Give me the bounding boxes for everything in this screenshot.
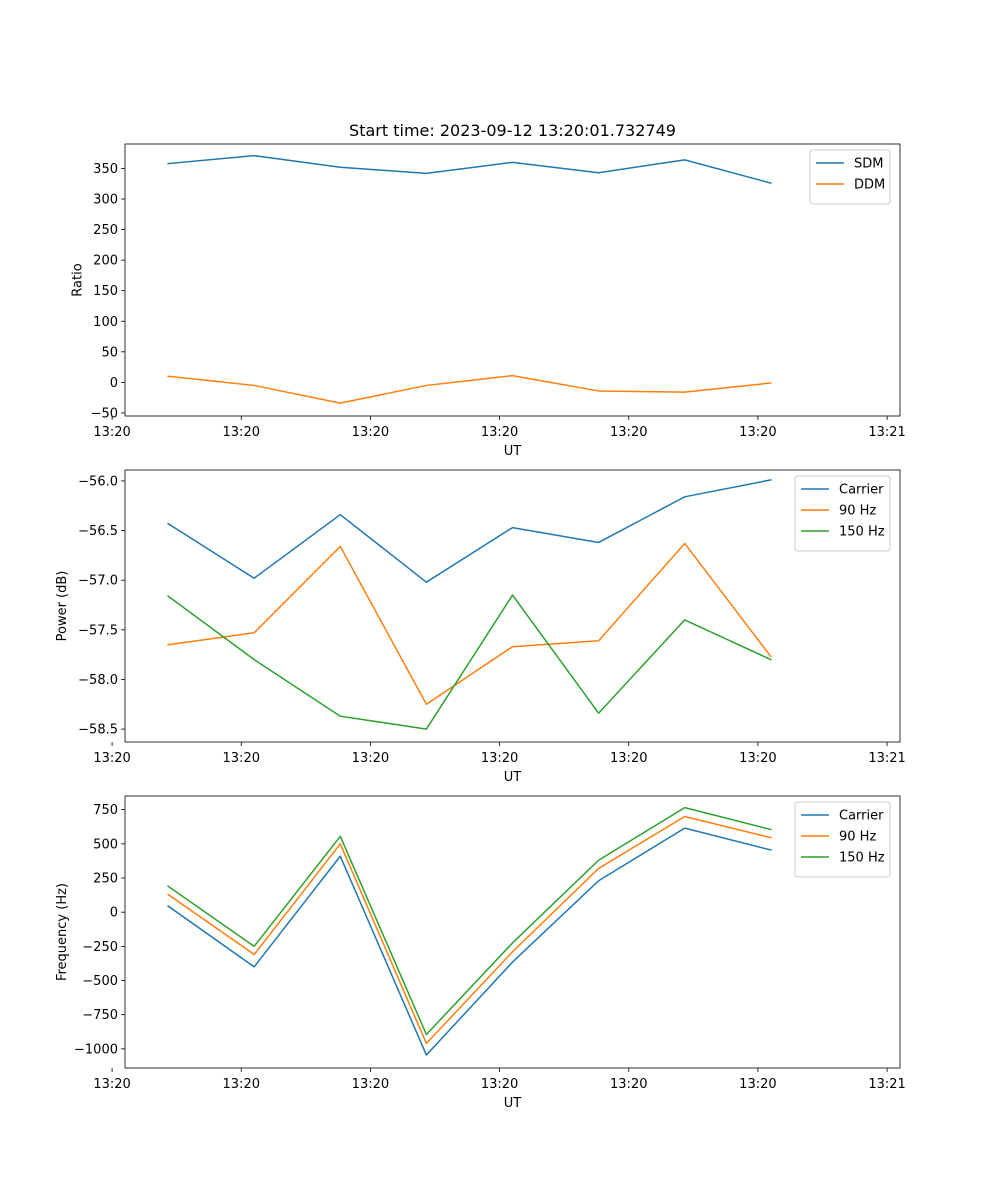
legend-box [794,801,891,878]
y-tick-label: −58.0 [78,673,118,688]
x-tick-label: 13:20 [481,425,518,440]
series-line-150-hz [167,806,772,1036]
legend-3: Carrier 90 Hz 150 Hz [794,801,891,878]
x-tick-label: 13:20 [223,1077,260,1092]
x-tick-label: 13:20 [352,425,389,440]
x-tick-label: 13:21 [868,751,905,766]
x-tick-label: 13:20 [481,1077,518,1092]
legend-box [794,475,891,552]
legend-1: SDM DDM [809,149,891,205]
y-axis-label: Ratio [71,263,86,296]
subplot-3: −1000 −750 −500 −250 0 250 500 750 13:20 13:20 13:… [55,795,906,1111]
y-tick-label: −56.0 [78,474,118,489]
legend-label: SDM [854,157,883,172]
series-line-90-hz [167,542,772,706]
series-line-ddm [167,374,772,404]
y-tick-label: −250 [82,940,118,955]
x-tick-label: 13:20 [610,425,647,440]
y-tick-label: −750 [82,1008,118,1023]
subplot-1: −50 0 50 100 150 200 250 300 350 13:20 13:20 13:20 1… [71,143,906,459]
x-tick-label: 13:20 [93,425,130,440]
axes-frame-2 [124,469,901,743]
y-tick-label: 100 [93,315,118,330]
y-tick-label: 500 [93,837,118,852]
legend-label: Carrier [839,809,884,824]
y-tick-label: −50 [91,406,118,421]
x-tick-label: 13:20 [739,425,776,440]
y-tick-label: 50 [101,345,118,360]
x-tick-label: 13:20 [610,1077,647,1092]
legend-2: Carrier 90 Hz 150 Hz [794,475,891,552]
x-tick-label: 13:20 [481,751,518,766]
x-tick-label: 13:20 [739,1077,776,1092]
x-tick-label: 13:20 [93,751,130,766]
x-tick-label: 13:21 [868,425,905,440]
y-tick-label: −1000 [74,1042,118,1057]
axes-frame-1 [124,143,901,417]
y-tick-label: −58.5 [78,723,118,738]
axes-frame-3 [124,795,901,1069]
y-tick-label: 200 [93,254,118,269]
x-tick-label: 13:20 [610,751,647,766]
y-tick-label: 150 [93,284,118,299]
series-line-90-hz [167,815,772,1045]
legend-label: 150 Hz [839,851,885,866]
legend-label: 90 Hz [839,504,876,519]
x-tick-label: 13:20 [739,751,776,766]
x-tick-label: 13:21 [868,1077,905,1092]
y-tick-label: −57.0 [78,574,118,589]
x-tick-label: 13:20 [223,751,260,766]
series-line-sdm [167,154,772,185]
x-axis-label: UT [504,1096,522,1111]
series-line-carrier [167,827,772,1056]
legend-label: Carrier [839,483,884,498]
legend-label: 150 Hz [839,525,885,540]
y-tick-label: 300 [93,193,118,208]
x-tick-label: 13:20 [223,425,260,440]
y-tick-label: 250 [93,223,118,238]
y-axis-label: Power (dB) [55,571,70,642]
y-tick-label: −56.5 [78,524,118,539]
y-tick-label: −57.5 [78,623,118,638]
legend-label: 90 Hz [839,830,876,845]
y-tick-label: 0 [110,376,118,391]
x-tick-label: 13:20 [352,1077,389,1092]
y-tick-label: 350 [93,162,118,177]
x-axis-label: UT [504,444,522,459]
series-line-150-hz [167,594,772,730]
y-tick-label: −500 [82,974,118,989]
subplot-2: −58.5 −58.0 −57.5 −57.0 −56.5 −56.0 13:20 13:20… [55,469,906,785]
figure-title: Start time: 2023-09-12 13:20:01.732749 [349,121,676,140]
x-axis-label: UT [504,770,522,785]
x-tick-label: 13:20 [93,1077,130,1092]
legend-label: DDM [854,178,885,193]
y-tick-label: 0 [110,906,118,921]
series-line-carrier [167,479,772,583]
y-axis-label: Frequency (Hz) [55,883,70,981]
y-tick-label: 250 [93,872,118,887]
y-tick-label: 750 [93,803,118,818]
x-tick-label: 13:20 [352,751,389,766]
